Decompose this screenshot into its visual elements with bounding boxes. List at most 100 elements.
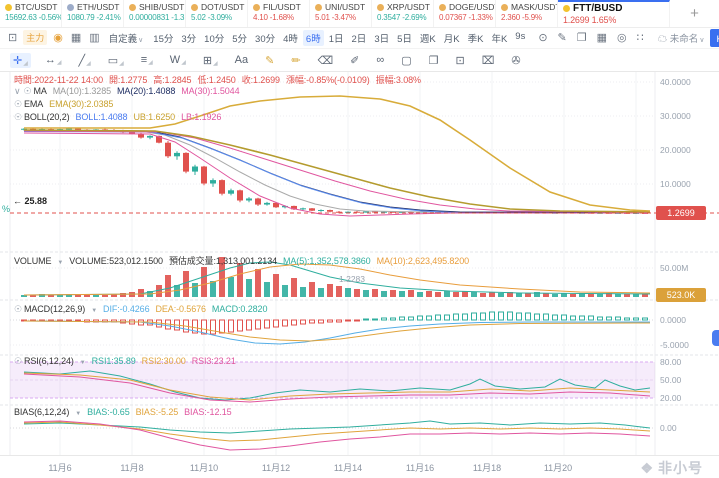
continuous-draw-tool[interactable]: ✐	[347, 53, 362, 68]
indicator-name[interactable]: MACD(12,26,9)	[23, 304, 86, 314]
copy-tool[interactable]: ❐	[426, 53, 442, 68]
interval-月K[interactable]: 月K	[443, 33, 460, 45]
layout-icon[interactable]: ▦	[596, 32, 608, 44]
ticker-tab-uni-usdt[interactable]: UNI/USDT 5.01 -3.47%	[310, 0, 372, 27]
trendline-tool[interactable]: ╱ ◢	[75, 53, 93, 68]
interval-季K[interactable]: 季K	[467, 33, 484, 45]
unnamed-label: 未命名	[669, 33, 699, 45]
interval-3日[interactable]: 3日	[374, 33, 390, 45]
ticker-tab-btc-usdt[interactable]: BTC/USDT 15692.63 -0.56%	[0, 0, 62, 27]
ticker-tab-dot-usdt[interactable]: DOT/USDT 5.02 -3.09%	[186, 0, 248, 27]
indicator-value: DEA:-0.5676	[155, 304, 206, 314]
fullscreen-icon[interactable]: ∷	[636, 32, 644, 44]
interval-9s[interactable]: 9s	[515, 30, 526, 42]
interval-30分[interactable]: 30分	[255, 33, 276, 45]
gold-brush-tool-icon: ✏	[291, 54, 301, 67]
interval-6時[interactable]: 6時	[302, 29, 324, 46]
fibonacci-tool[interactable]: ⊞ ◢	[200, 53, 221, 68]
lock-tool[interactable]: ▢	[398, 53, 414, 68]
indicator-value: MACD:0.2820	[211, 304, 268, 314]
interval-2日[interactable]: 2日	[351, 33, 367, 45]
indicator-name[interactable]: BOLL(20,2)	[23, 112, 70, 122]
kline-analysis-button[interactable]: K線分析	[710, 28, 719, 47]
ticker-tab-shib-usdt[interactable]: SHIB/USDT 0.00000831 -1.3	[124, 0, 186, 27]
chevron-down-icon[interactable]: ▼	[57, 260, 64, 266]
delete-tool-icon: ⌧	[481, 54, 495, 67]
gold-pencil-tool[interactable]: ✎	[262, 53, 277, 68]
unnamed-template-button[interactable]: ☁ 未命名∨	[658, 31, 705, 45]
calendar-icon[interactable]: ▦	[70, 32, 82, 44]
interval-15分[interactable]: 15分	[153, 33, 174, 45]
draw-mode-icon[interactable]: ✎	[557, 32, 567, 44]
indicator-name[interactable]: EMA	[23, 99, 44, 109]
depth-icon[interactable]: ▥	[89, 32, 100, 44]
text-tool[interactable]: Aa	[232, 53, 251, 67]
eraser-tool[interactable]: ⌫	[315, 53, 337, 68]
gold-brush-tool[interactable]: ✏	[288, 53, 303, 68]
custom-period-label: 自定義	[108, 33, 138, 45]
coin-icon	[501, 3, 508, 11]
panel-collapse-handle[interactable]	[712, 330, 719, 346]
collapse-caret-icon[interactable]: ∨	[14, 86, 21, 96]
wave-tool[interactable]: W ◢	[167, 53, 189, 67]
add-ticker-button[interactable]: +	[690, 5, 699, 22]
interval-3分[interactable]: 3分	[181, 33, 197, 45]
screenshot-icon[interactable]: ⊙	[538, 32, 548, 44]
interval-年K[interactable]: 年K	[491, 33, 508, 45]
interval-4時[interactable]: 4時	[283, 33, 298, 45]
ticker-pair-label: UNI/USDT	[325, 2, 366, 12]
ticker-tab-eth-usdt[interactable]: ETH/USDT 1080.79 -2.41%	[62, 0, 124, 27]
price-axis-label: 40.0000	[660, 77, 691, 87]
coin-mode-icon[interactable]: ◉	[53, 32, 63, 44]
ticker-tab-fil-usdt[interactable]: FIL/USDT 4.10 -1.68%	[248, 0, 310, 27]
eye-icon[interactable]: ☉	[14, 112, 22, 122]
volume-badge: 523.0K	[656, 288, 706, 302]
ticker-tab-xrp-usdt[interactable]: XRP/USDT 0.3547 -2.69%	[372, 0, 434, 27]
chevron-down-icon[interactable]: ▼	[79, 360, 86, 366]
interval-週K[interactable]: 週K	[419, 33, 436, 45]
chart-region[interactable]: 時間:2022-11-22 14:00 開:1.2775 高:1.2845 低:1.2…	[0, 72, 719, 455]
magnet-tool[interactable]: ∞	[373, 53, 387, 67]
edit-tool[interactable]: ⊡	[452, 53, 467, 68]
indicator-name[interactable]: MA	[33, 86, 47, 96]
custom-period-button[interactable]: 自定義∨	[106, 30, 147, 46]
eye-icon[interactable]: ☉	[14, 356, 22, 366]
ticker-tab-mask-usdt[interactable]: MASK/USDT 2.360 -5.9%	[496, 0, 558, 27]
interval-5日[interactable]: 5日	[397, 33, 412, 45]
chevron-down-icon[interactable]: ▼	[91, 308, 98, 314]
time-axis[interactable]: ❖ 非小号 11月6 11月8 11月10 11月12 11月14 11月16 11月18 1…	[0, 455, 719, 478]
ticker-tab-doge-usdt[interactable]: DOGE/USDT 0.07367 -1.33%	[434, 0, 496, 27]
eye-icon[interactable]: ☉	[14, 99, 22, 109]
indicator-name[interactable]: VOLUME	[14, 256, 52, 266]
indicator-value: RSI2:30.00	[141, 356, 186, 366]
indicator-legend-rsi-6-12-24-: ☉ RSI(6,12,24) ▼ RSI1:35.89 RSI2:30.00 RSI3:2…	[14, 356, 242, 367]
lock-tool-icon: ▢	[401, 54, 412, 67]
indicator-name[interactable]: BIAS(6,12,24)	[14, 407, 70, 417]
main-force-button[interactable]: 主力	[23, 30, 48, 45]
indicator-legend-bias-6-12-24-: BIAS(6,12,24) ▼ BIAS:-0.65 BIAS:-5.25 BIAS:-…	[14, 407, 238, 417]
delete-tool[interactable]: ⌧	[479, 53, 498, 68]
segment-tool[interactable]: ↔ ◢	[42, 53, 65, 67]
price-axis-label: 20.0000	[660, 145, 691, 155]
parallel-channel-tool[interactable]: ≡ ◢	[138, 53, 156, 67]
interval-10分[interactable]: 10分	[204, 33, 225, 45]
chevron-down-icon: ∨	[138, 36, 144, 44]
indicator-value: EMA(30):2.0385	[49, 99, 114, 109]
chevron-down-icon[interactable]: ▼	[75, 411, 82, 417]
new-window-icon[interactable]: ❐	[576, 32, 587, 44]
kline-style-icon[interactable]: ⊡	[8, 32, 18, 44]
interval-1日[interactable]: 1日	[328, 33, 344, 45]
ohlc-info-item: 漲幅:-0.85%(-0.0109)	[285, 75, 370, 85]
interval-5分[interactable]: 5分	[232, 33, 248, 45]
indicator-name[interactable]: RSI(6,12,24)	[23, 356, 74, 366]
crosshair-tool[interactable]: ✛ ◢	[10, 52, 31, 68]
ticker-price-row: 0.3547 -2.69%	[377, 13, 427, 22]
indicator-settings-icon[interactable]: ◎	[617, 32, 627, 44]
eye-icon[interactable]: ☉	[14, 304, 22, 314]
rectangle-tool[interactable]: ▭ ◢	[105, 53, 127, 68]
attach-tool[interactable]: ✇	[508, 53, 523, 68]
ticker-tab-ftt-busd[interactable]: FTT/BUSD 1.2699 1.65%	[558, 0, 670, 27]
percent-scale-label[interactable]: %	[2, 204, 11, 214]
eye-icon[interactable]: ☉	[23, 86, 32, 96]
kline-chart-canvas[interactable]	[0, 72, 719, 455]
